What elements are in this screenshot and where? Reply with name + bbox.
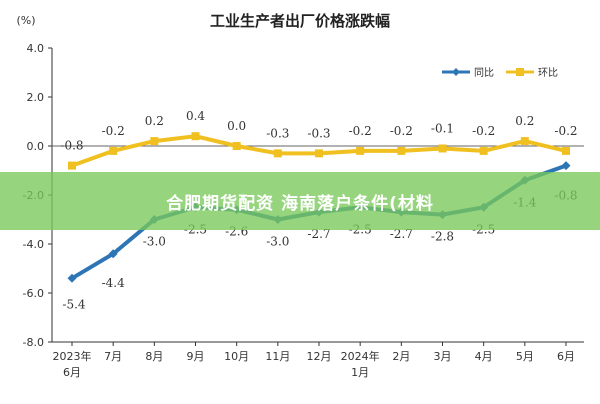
- data-point: [315, 149, 323, 158]
- x-tick-label: 9月: [187, 350, 205, 363]
- data-point: [520, 137, 529, 146]
- data-point: [397, 146, 406, 155]
- data-point: [356, 146, 365, 155]
- y-tick-label: 2.0: [27, 91, 45, 104]
- data-point: [109, 146, 118, 155]
- y-axis-unit: (%): [16, 14, 35, 27]
- data-label: -3.0: [143, 235, 166, 249]
- chart-title: 工业生产者出厂价格涨跌幅: [210, 12, 390, 30]
- x-tick-label: 7月: [104, 350, 122, 363]
- data-label: -0.2: [472, 124, 495, 138]
- data-point: [150, 137, 159, 146]
- y-tick-label: -8.0: [23, 336, 44, 349]
- data-label: -2.7: [390, 227, 413, 241]
- data-label: 0.2: [515, 114, 534, 128]
- data-point: [68, 161, 76, 170]
- y-tick-label: -4.0: [23, 238, 44, 251]
- x-tick-label: 2023年: [53, 349, 92, 363]
- data-label: -0.2: [349, 124, 372, 138]
- y-tick-label: 4.0: [27, 42, 45, 55]
- legend-label: 同比: [474, 67, 494, 79]
- y-tick-label: 0.0: [27, 140, 45, 153]
- x-tick-label: 10月: [224, 350, 249, 363]
- data-label: 0.2: [145, 114, 164, 128]
- data-label: -4.4: [102, 276, 126, 290]
- x-tick-label: 5月: [516, 350, 534, 363]
- data-label: -0.2: [102, 124, 125, 138]
- legend: 同比 环比: [442, 67, 558, 79]
- x-tick-label: 3月: [434, 350, 452, 363]
- x-tick-label: 12月: [307, 350, 332, 363]
- data-label: -2.8: [431, 230, 454, 244]
- data-label: 0.4: [186, 109, 205, 123]
- data-label: -3.0: [266, 235, 289, 249]
- data-label: -5.4: [62, 297, 86, 311]
- data-label: -0.3: [266, 126, 289, 140]
- data-point: [562, 146, 570, 155]
- legend-marker: [516, 68, 524, 76]
- x-tick-label: 2024年: [341, 349, 380, 363]
- data-point: [108, 249, 118, 259]
- y-tick-label: -6.0: [23, 287, 44, 300]
- data-point: [561, 161, 571, 171]
- data-point: [479, 146, 488, 155]
- overlay-banner: 合肥期货配资 海南落户条件(材料: [0, 172, 600, 230]
- x-tick-label: 8月: [145, 350, 163, 363]
- data-label: -0.3: [307, 126, 330, 140]
- data-label: -0.2: [390, 124, 413, 138]
- data-label: 0.0: [227, 119, 246, 133]
- data-label: -0.8: [60, 139, 83, 153]
- legend-label: 环比: [538, 67, 558, 79]
- data-label: -2.7: [307, 227, 330, 241]
- x-tick-label: 4月: [475, 350, 493, 363]
- data-point: [438, 144, 447, 153]
- data-point: [67, 273, 77, 283]
- data-point: [191, 132, 200, 141]
- data-point: [232, 142, 241, 150]
- data-label: -0.2: [554, 124, 577, 138]
- x-tick-label: 1月: [351, 366, 369, 379]
- x-tick-label: 6月: [63, 366, 81, 379]
- data-point: [273, 149, 282, 158]
- legend-marker: [452, 68, 460, 76]
- data-label: -0.1: [431, 121, 454, 135]
- x-tick-label: 6月: [557, 350, 575, 363]
- overlay-banner-text: 合肥期货配资 海南落户条件(材料: [166, 193, 434, 214]
- x-tick-label: 11月: [265, 350, 290, 363]
- x-tick-label: 2月: [392, 350, 410, 363]
